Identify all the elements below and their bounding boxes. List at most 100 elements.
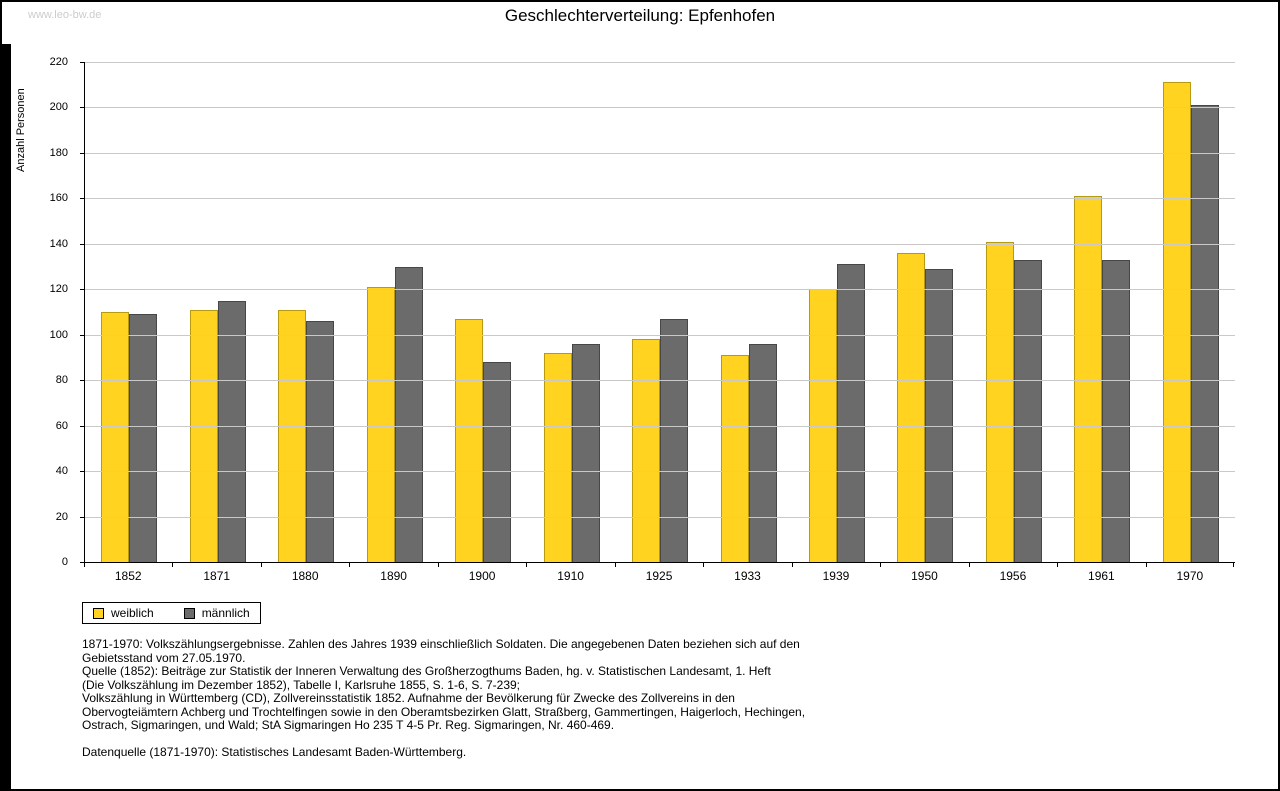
gridline [85,289,1235,291]
bar-männlich [1102,259,1131,562]
y-axis-tick-mark [80,380,84,382]
x-tick-label: 1950 [911,569,938,583]
bar-männlich [394,266,423,562]
legend-label-weiblich: weiblich [111,606,154,620]
y-axis-tick-mark [80,198,84,200]
footnote-line: 1871-1970: Volkszählungsergebnisse. Zahl… [82,637,800,651]
y-tick-label: 160 [49,192,68,205]
bar-männlich [925,268,954,562]
x-axis-tick-mark [1233,563,1234,567]
x-tick-label: 1925 [645,569,673,583]
bar-group [262,62,350,562]
gridline [85,107,1235,109]
gridline [85,516,1235,518]
bar-weiblich [366,287,395,562]
bar-group [1058,62,1146,562]
bar-männlich [483,362,512,562]
x-axis-tick-mark [615,563,616,567]
gridline [85,471,1235,473]
x-axis-tick-mark [438,563,439,567]
y-axis-tick-mark [80,516,84,518]
bar-männlich [571,343,600,562]
y-tick-label: 120 [49,283,68,296]
bar-männlich [1013,259,1042,562]
legend-item-maennlich: männlich [183,606,250,620]
x-axis-tick-mark [526,563,527,567]
footnote-line: Volkszählung in Württemberg (CD), Zollve… [82,691,735,705]
bar-group [527,62,615,562]
y-tick-label: 200 [49,101,68,114]
x-axis-tick-mark [261,563,262,567]
x-axis-tick-mark [84,563,85,567]
footnote-line: Datenquelle (1871-1970): Statistisches L… [82,745,467,759]
footnote-line: Ostrach, Sigmaringen, und Wald; StA Sigm… [82,718,615,732]
bar-männlich [836,264,865,562]
footnote-line [82,733,1142,747]
bar-group [1147,62,1235,562]
bar-series-container [85,62,1235,562]
source-notes: 1871-1970: Volkszählungsergebnisse. Zahl… [82,637,1142,760]
bar-group [793,62,881,562]
y-tick-label: 140 [49,237,68,250]
y-axis-tick-mark [80,334,84,336]
gridline [85,380,1235,382]
footnote-line: Obervogteiämtern Achberg und Trochtelfin… [82,704,806,719]
x-tick-label: 1933 [734,569,761,583]
bar-weiblich [720,355,749,562]
y-axis-tick-mark [80,107,84,109]
legend-swatch-weiblich [93,607,104,619]
gridline [85,243,1235,245]
gridline [85,152,1235,154]
footnote-line: Quelle (1852): Beiträge zur Statistik de… [82,664,771,678]
x-axis-tick-mark [349,563,350,567]
y-axis-label: Anzahl Personen [15,88,27,172]
x-axis-labels: 1852 1871 1880 1890 1900 1910 1925 1933 1939 1950… [84,569,1234,583]
y-tick-label: 100 [49,328,68,341]
bar-group [881,62,969,562]
site-watermark: www.leo-bw.de [28,9,102,21]
bar-männlich [748,343,777,562]
bar-group [616,62,704,562]
bar-group [350,62,438,562]
y-tick-label: 220 [49,56,68,68]
legend-swatch-maennlich [183,607,195,619]
bar-group [439,62,527,562]
x-tick-label: 1910 [557,569,584,583]
x-tick-label: 1970 [1176,569,1204,583]
bar-weiblich [101,312,130,562]
bar-group [704,62,792,562]
bar-weiblich [189,309,218,562]
bar-group [970,62,1058,562]
bar-männlich [1190,105,1219,562]
bar-weiblich [632,339,661,562]
y-tick-label: 0 [61,556,68,568]
bar-weiblich [543,352,572,562]
bar-weiblich [278,309,307,562]
y-axis-tick-mark [80,471,84,473]
x-axis-tick-mark [880,563,881,567]
x-axis-tick-mark [703,563,704,567]
chart-title: Geschlechterverteilung: Epfenhofen [504,6,776,25]
y-axis-tick-labels: 0 20 40 60 80 100 120 140 160 180 200 220 [38,56,78,568]
gridline [85,425,1235,427]
gridline [85,334,1235,336]
y-axis-tick-mark [80,425,84,427]
y-tick-label: 40 [55,465,68,478]
x-tick-label: 1852 [114,569,142,583]
x-axis-tick-marks [84,563,1234,568]
y-axis-tick-mark [80,289,84,291]
x-tick-label: 1890 [380,569,407,583]
bar-weiblich [985,241,1014,562]
legend: weiblich männlich [82,602,261,624]
bar-männlich [217,300,246,562]
bar-weiblich [455,318,484,562]
y-tick-label: 20 [55,510,68,523]
bar-weiblich [1074,196,1103,562]
x-tick-label: 1956 [999,569,1027,583]
x-tick-label: 1961 [1088,569,1115,583]
bar-group [85,62,173,562]
x-axis-tick-mark [792,563,793,567]
footnote-line: (Die Volkszählung im Dezember 1852), Tab… [82,677,521,692]
bar-weiblich [897,252,926,562]
